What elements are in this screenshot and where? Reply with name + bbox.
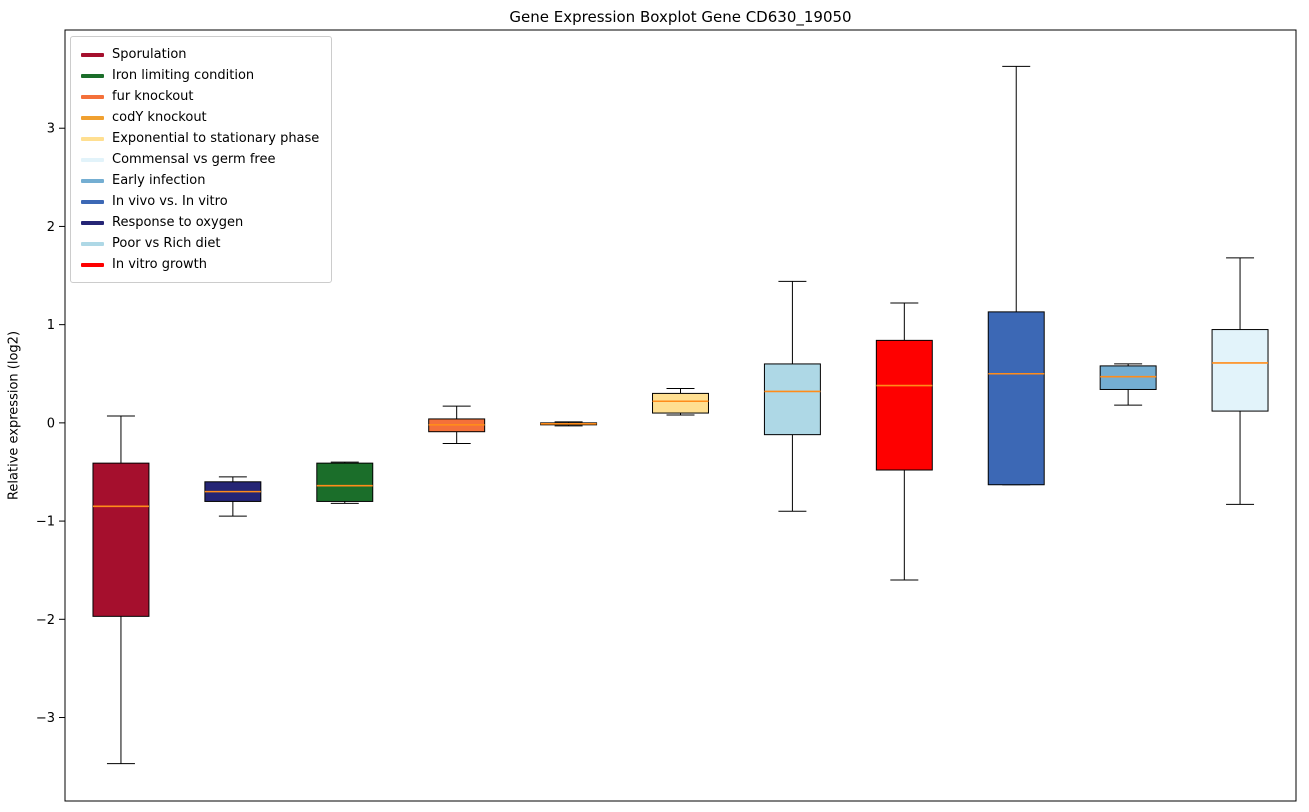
legend: Sporulation Iron limiting condition fur kn…	[70, 36, 333, 283]
box-body	[1211, 329, 1269, 412]
legend-label: Iron limiting condition	[112, 68, 255, 83]
box-response-to-oxygen	[204, 476, 262, 517]
box-poor-vs-rich-diet	[763, 280, 821, 512]
y-tick-label: 1	[47, 318, 55, 333]
legend-item-poor-vs-rich-diet: Poor vs Rich diet	[81, 233, 319, 254]
legend-item-exponential-to-stationary-phase: Exponential to stationary phase	[81, 128, 319, 149]
chart-title: Gene Expression Boxplot Gene CD630_19050	[509, 8, 852, 26]
box-sporulation	[92, 415, 150, 765]
legend-label: fur knockout	[112, 89, 194, 104]
legend-label: Exponential to stationary phase	[112, 131, 320, 146]
y-tick-label: −1	[36, 515, 55, 530]
legend-swatch	[81, 73, 104, 78]
legend-swatch	[81, 262, 104, 267]
y-tick-label: −2	[36, 613, 55, 628]
box-body	[316, 462, 374, 502]
legend-label: Commensal vs germ free	[112, 152, 276, 167]
legend-swatch	[81, 136, 104, 141]
legend-swatch	[81, 220, 104, 225]
box-body	[763, 363, 821, 436]
y-tick-label: 2	[47, 220, 55, 235]
box-iron-limiting-condition	[316, 461, 374, 504]
box-body	[1099, 365, 1157, 390]
axes-frame	[64, 29, 1297, 802]
legend-label: Sporulation	[112, 47, 187, 62]
box-commensal-vs-germ-free	[1211, 257, 1269, 505]
legend-swatch	[81, 52, 104, 57]
legend-item-in-vivo-vs-in-vitro: In vivo vs. In vitro	[81, 191, 319, 212]
legend-label: Response to oxygen	[112, 215, 244, 230]
box-body	[987, 311, 1045, 486]
legend-swatch	[81, 178, 104, 183]
y-tick-label: 0	[47, 416, 55, 431]
legend-swatch	[81, 115, 104, 120]
box-early-infection	[1099, 363, 1157, 406]
legend-label: Poor vs Rich diet	[112, 236, 221, 251]
box-in-vitro-growth	[875, 302, 933, 581]
legend-item-commensal-vs-germ-free: Commensal vs germ free	[81, 149, 319, 170]
legend-item-fur-knockout: fur knockout	[81, 86, 319, 107]
legend-item-in-vitro-growth: In vitro growth	[81, 254, 319, 275]
box-cody-knockout	[540, 421, 598, 427]
box-body	[652, 392, 709, 414]
y-tick-label: −3	[36, 711, 55, 726]
box-in-vivo-vs-in-vitro	[987, 65, 1045, 486]
box-body	[875, 339, 933, 471]
legend-swatch	[81, 157, 104, 162]
legend-item-cody-knockout: codY knockout	[81, 107, 319, 128]
legend-label: In vivo vs. In vitro	[112, 194, 228, 209]
legend-item-early-infection: Early infection	[81, 170, 319, 191]
legend-swatch	[81, 241, 104, 246]
legend-item-response-to-oxygen: Response to oxygen	[81, 212, 319, 233]
box-fur-knockout	[428, 405, 486, 444]
legend-label: In vitro growth	[112, 257, 207, 272]
box-body	[92, 462, 150, 617]
legend-item-iron-limiting-condition: Iron limiting condition	[81, 65, 319, 86]
legend-swatch	[81, 199, 104, 204]
legend-item-sporulation: Sporulation	[81, 44, 319, 65]
legend-swatch	[81, 94, 104, 99]
y-tick-label: 3	[47, 122, 55, 137]
box-exponential-to-stationary-phase	[652, 387, 709, 416]
legend-label: codY knockout	[112, 110, 207, 125]
legend-label: Early infection	[112, 173, 206, 188]
